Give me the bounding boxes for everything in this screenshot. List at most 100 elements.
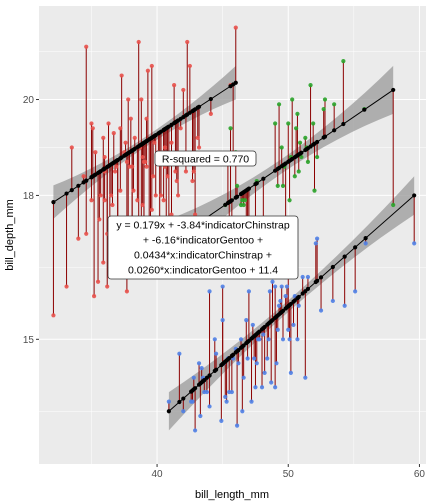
point-green	[275, 183, 280, 188]
point-red	[174, 178, 179, 184]
point-green	[312, 188, 317, 193]
point-green	[228, 126, 233, 131]
point-blue	[236, 361, 241, 366]
point-red	[208, 111, 213, 117]
point-red	[143, 159, 148, 164]
point-red	[183, 169, 189, 174]
point-red	[111, 130, 116, 136]
point-red	[123, 140, 128, 145]
point-green	[297, 140, 303, 145]
point-blue	[245, 356, 250, 361]
fitted-point-green	[246, 186, 251, 191]
point-red	[173, 169, 178, 174]
equation-line-1: y = 0.179x + -3.84*indicatorChinstrap	[116, 220, 290, 232]
point-blue	[240, 409, 245, 414]
y-tick-label: 18	[23, 191, 35, 202]
point-red	[139, 97, 144, 102]
point-blue	[238, 337, 244, 342]
point-blue	[303, 375, 308, 380]
point-green	[305, 159, 311, 164]
point-green	[311, 121, 316, 126]
point-red	[76, 236, 81, 241]
fitted-point-red	[69, 188, 74, 193]
point-blue	[250, 322, 255, 328]
point-blue	[220, 284, 225, 289]
point-red	[135, 198, 140, 203]
point-blue	[269, 380, 274, 385]
fitted-point-green	[362, 107, 367, 112]
fitted-point-green	[229, 198, 234, 203]
point-blue	[265, 356, 270, 361]
fitted-point-blue	[220, 361, 225, 367]
point-blue	[412, 241, 417, 246]
fitted-point-blue	[233, 350, 238, 355]
point-blue	[353, 289, 358, 294]
point-red	[165, 174, 170, 179]
point-green	[290, 97, 295, 102]
fitted-point-blue	[296, 294, 301, 300]
point-blue	[330, 298, 335, 304]
fitted-point-blue	[330, 264, 335, 270]
point-red	[140, 202, 145, 208]
point-blue	[181, 409, 186, 414]
point-red	[152, 140, 157, 145]
point-blue	[295, 337, 300, 342]
point-blue	[262, 370, 267, 375]
point-blue	[207, 404, 212, 409]
point-blue	[220, 318, 225, 323]
point-blue	[246, 289, 251, 294]
point-red	[124, 289, 129, 294]
point-red	[126, 97, 131, 102]
fitted-point-red	[115, 157, 120, 163]
point-red	[158, 193, 164, 198]
point-blue	[305, 274, 311, 280]
point-blue	[261, 332, 266, 337]
point-green	[279, 145, 284, 150]
point-red	[51, 313, 56, 318]
fitted-point-red	[76, 183, 81, 188]
equation-box	[107, 215, 299, 280]
point-red	[151, 174, 156, 179]
point-blue	[300, 274, 305, 280]
point-blue	[280, 337, 286, 342]
point-blue	[273, 284, 278, 289]
fitted-point-blue	[286, 304, 291, 309]
fitted-point-blue	[363, 236, 368, 241]
point-red	[162, 145, 168, 150]
fitted-point-red	[147, 137, 152, 142]
point-blue	[193, 428, 198, 433]
point-red	[89, 198, 94, 203]
point-red	[169, 140, 174, 145]
point-blue	[266, 337, 271, 342]
point-blue	[191, 375, 196, 380]
point-green	[241, 202, 246, 208]
point-blue	[204, 389, 210, 395]
point-red	[190, 178, 195, 184]
point-red	[175, 193, 181, 198]
point-red	[110, 202, 115, 208]
point-red	[97, 217, 102, 222]
fitted-point-red	[128, 149, 133, 154]
point-blue	[274, 361, 279, 366]
point-blue	[342, 303, 347, 308]
point-red	[95, 279, 101, 284]
point-red	[144, 116, 149, 121]
point-blue	[286, 327, 291, 332]
point-blue	[212, 337, 217, 342]
fitted-point-blue	[273, 315, 278, 320]
fitted-point-green	[322, 134, 328, 139]
fitted-point-blue	[353, 245, 358, 250]
point-blue	[252, 356, 257, 361]
y-tick-label: 15	[23, 335, 35, 346]
fitted-point-red	[208, 96, 213, 102]
point-red	[114, 164, 119, 169]
point-green	[273, 121, 278, 126]
x-tick-label: 60	[414, 469, 426, 480]
point-green	[292, 174, 297, 179]
point-blue	[214, 351, 219, 356]
point-blue	[267, 289, 272, 294]
point-red	[102, 154, 107, 160]
point-blue	[224, 399, 229, 404]
y-tick-label: 20	[23, 95, 35, 106]
fitted-point-blue	[305, 286, 311, 292]
